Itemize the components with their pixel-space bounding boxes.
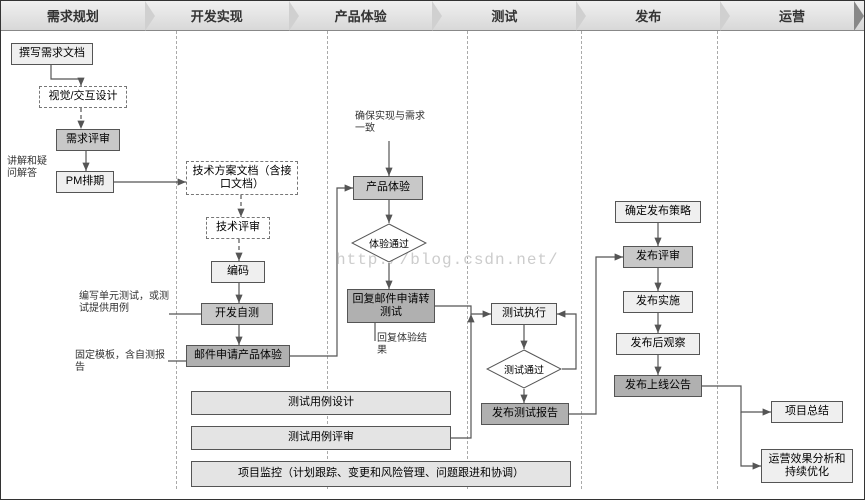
flow-node-n6: 技术评审: [206, 217, 270, 239]
lane-separator: [581, 31, 582, 489]
flow-node-w1: 测试用例设计: [191, 391, 451, 415]
flow-node-n22: 运营效果分析和持续优化: [761, 449, 853, 483]
flow-node-n17: 发布评审: [623, 246, 693, 268]
flow-node-n15: 发布测试报告: [481, 403, 569, 425]
flow-node-w2: 测试用例评审: [191, 426, 451, 450]
flow-node-n21: 项目总结: [771, 401, 843, 423]
flow-node-n4: PM排期: [56, 171, 114, 193]
flow-node-n7: 编码: [211, 261, 265, 283]
flow-node-n18: 发布实施: [623, 291, 693, 313]
flow-node-n9: 邮件申请产品体验: [186, 345, 290, 367]
flow-node-n16: 确定发布策略: [615, 201, 701, 223]
flow-node-n5: 技术方案文档（含接口文档）: [186, 161, 298, 195]
phase-col: 发布: [576, 1, 720, 30]
flow-node-n13: 测试执行: [491, 303, 557, 325]
annotation-l1: 讲解和疑问解答: [7, 156, 51, 180]
flow-node-n3: 需求评审: [56, 129, 120, 151]
phase-col: 运营: [720, 1, 864, 30]
flow-node-n10: 产品体验: [353, 176, 423, 200]
annotation-l5: 回复体验结果: [377, 333, 433, 357]
phase-col: 产品体验: [289, 1, 433, 30]
lane-separator: [717, 31, 718, 489]
lane-separator: [176, 31, 177, 489]
phase-col: 需求规划: [1, 1, 145, 30]
flow-node-n19: 发布后观察: [616, 333, 700, 355]
phase-col: 开发实现: [145, 1, 289, 30]
flow-node-w3: 项目监控（计划跟踪、变更和风险管理、问题跟进和协调）: [191, 461, 571, 487]
decision-d1: 体验通过: [351, 223, 427, 263]
flow-node-n20: 发布上线公告: [614, 375, 702, 397]
annotation-l2: 编写单元测试，或测试提供用例: [79, 291, 169, 315]
phase-col: 测试: [432, 1, 576, 30]
flow-node-n12: 回复邮件申请转测试: [347, 289, 435, 323]
phase-header: 需求规划 开发实现 产品体验 测试 发布 运营: [1, 1, 864, 31]
flow-node-n1: 撰写需求文档: [11, 43, 93, 65]
annotation-l4: 确保实现与需求一致: [355, 111, 425, 135]
flow-node-n8: 开发自测: [201, 303, 273, 325]
flow-node-n2: 视觉/交互设计: [39, 86, 127, 108]
annotation-l3: 固定模板，含自测报告: [75, 350, 167, 374]
flowchart-canvas: 需求规划 开发实现 产品体验 测试 发布 运营 http://blog.csdn…: [0, 0, 865, 500]
lane-separator: [327, 31, 328, 489]
decision-d2: 测试通过: [486, 349, 562, 389]
